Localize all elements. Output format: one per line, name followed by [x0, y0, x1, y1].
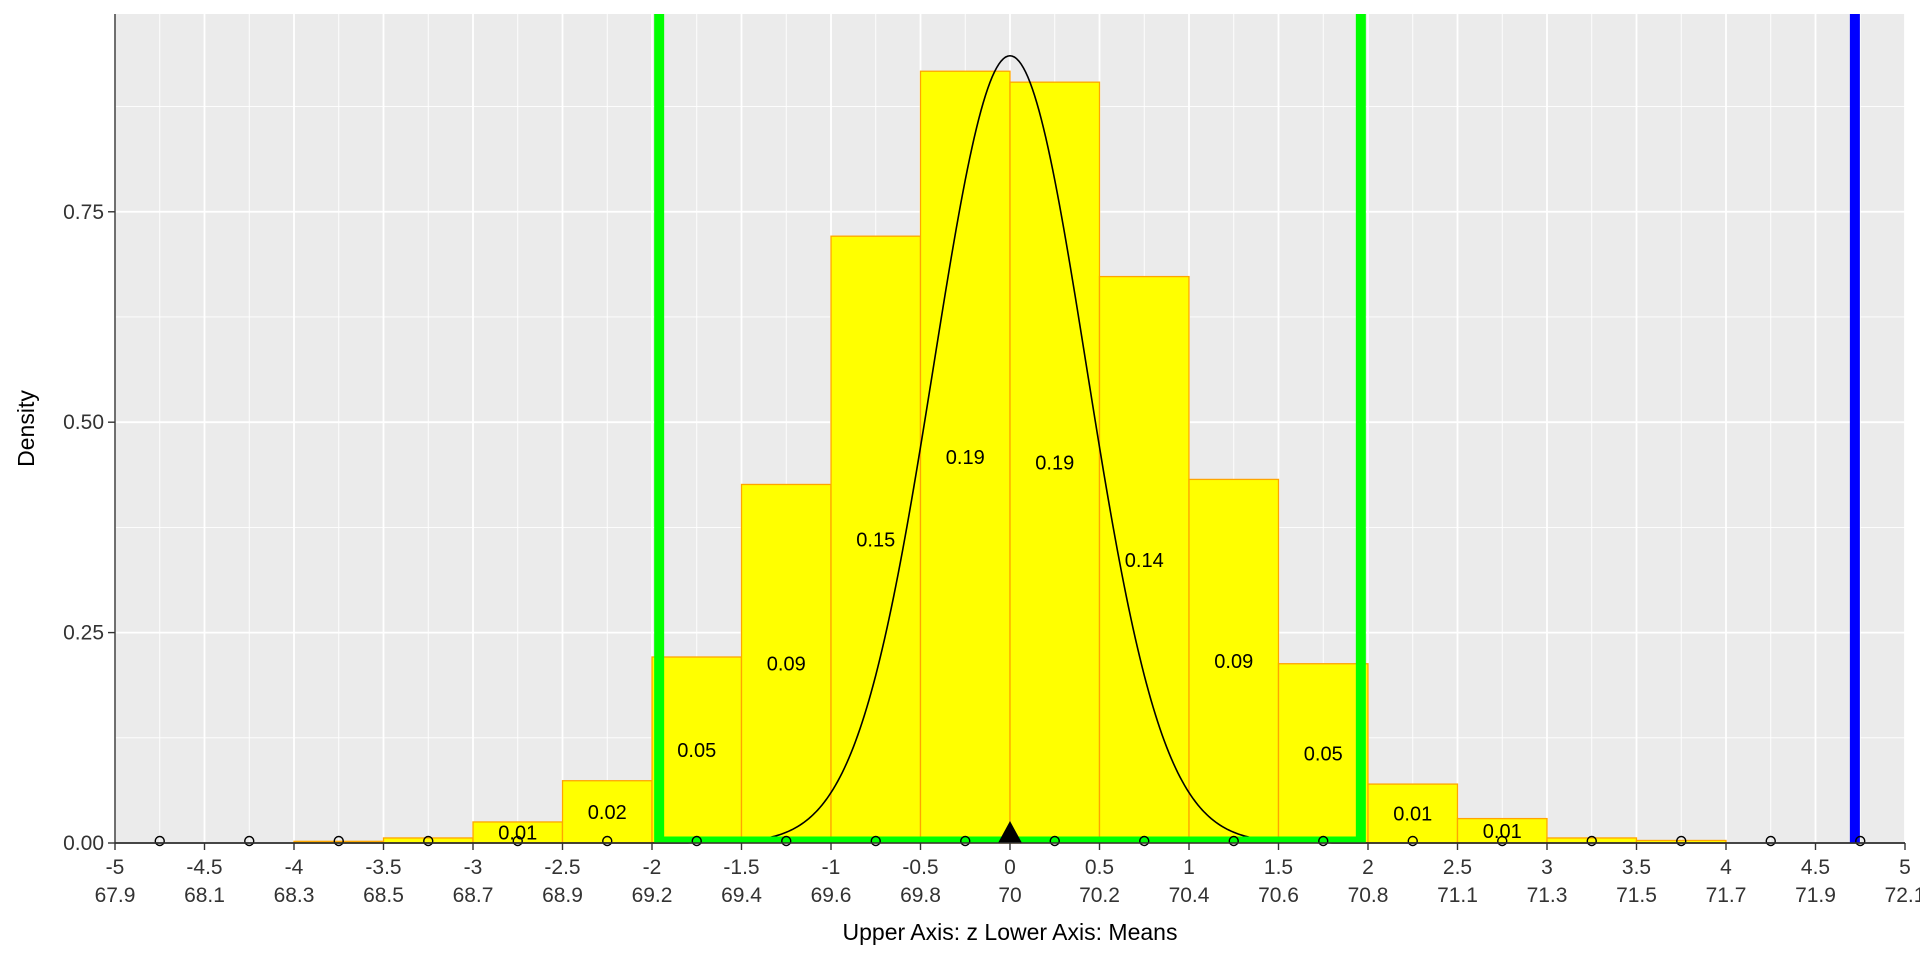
bar-label: 0.09 — [767, 654, 806, 676]
x-tick-label-mean: 68.3 — [274, 884, 315, 907]
histogram-bar — [1188, 478, 1280, 844]
point-marker — [1049, 835, 1060, 847]
point-markers — [154, 821, 1866, 847]
point-marker — [1586, 835, 1597, 847]
x-tick-label-mean: 71.9 — [1795, 884, 1836, 907]
bar-label: 0.01 — [1393, 804, 1432, 826]
point-marker — [1407, 835, 1418, 847]
histogram-bar — [919, 70, 1011, 844]
histogram-bar — [830, 235, 922, 844]
bar-labels: 0.01 0.02 0.05 0.09 0.15 0.19 0.19 0.14 0.09 0.05… — [498, 447, 1521, 844]
x-tick-label-mean: 70.4 — [1169, 884, 1210, 907]
x-tick-label-mean: 71.1 — [1437, 884, 1478, 907]
bar-label: 0.14 — [1125, 550, 1164, 572]
histogram-bar — [740, 483, 832, 844]
x-tick-label-z: -3 — [464, 856, 483, 879]
mean-triangle-marker — [998, 821, 1022, 843]
x-tick-label-z: -0.5 — [902, 856, 938, 879]
x-tick-label-mean: 69.2 — [632, 884, 673, 907]
x-tick-label-z: 4.5 — [1801, 856, 1830, 879]
x-tick-label-mean: 69.4 — [721, 884, 762, 907]
histogram-bar — [1277, 663, 1369, 844]
x-tick-label-mean: 68.1 — [184, 884, 225, 907]
x-tick-label-mean: 69.6 — [811, 884, 852, 907]
point-marker — [1497, 835, 1508, 847]
point-marker — [1139, 835, 1150, 847]
y-axis-title: Density — [13, 390, 39, 467]
point-marker — [154, 835, 165, 847]
x-tick-label-mean: 72.1 — [1885, 884, 1920, 907]
x-tick-label-z: 2.5 — [1443, 856, 1472, 879]
x-tick-label-z: 2 — [1362, 856, 1374, 879]
x-tick-label-z: 3.5 — [1622, 856, 1651, 879]
bar-label: 0.05 — [1304, 743, 1343, 765]
point-marker — [244, 835, 255, 847]
x-tick-label-z: 5 — [1899, 856, 1911, 879]
x-tick-label-mean: 71.3 — [1527, 884, 1568, 907]
point-marker — [1765, 835, 1776, 847]
bar-label: 0.09 — [1214, 651, 1253, 673]
x-tick-label-mean: 68.7 — [453, 884, 494, 907]
x-tick-label-mean: 68.5 — [363, 884, 404, 907]
bar-label: 0.01 — [498, 822, 537, 844]
point-marker — [870, 835, 881, 847]
x-tick-label-z: 0 — [1004, 856, 1016, 879]
x-axis-title: Upper Axis: z Lower Axis: Means — [843, 919, 1178, 945]
point-marker — [333, 835, 344, 847]
bar-label: 0.15 — [856, 530, 895, 552]
x-tick-label-mean: 70.6 — [1258, 884, 1299, 907]
point-marker — [512, 835, 523, 847]
y-tick-label: 0.75 — [63, 201, 104, 224]
x-tick-label-mean: 70.2 — [1079, 884, 1120, 907]
point-marker — [1855, 835, 1866, 847]
histogram-bars — [293, 70, 1727, 844]
point-marker — [602, 835, 613, 847]
x-tick-label-z: 1 — [1183, 856, 1195, 879]
y-tick-label: 0.00 — [63, 832, 104, 855]
x-tick-label-z: 4 — [1720, 856, 1732, 879]
x-tick-label-z: -1 — [822, 856, 841, 879]
point-marker — [423, 835, 434, 847]
x-tick-label-mean: 70.8 — [1348, 884, 1389, 907]
histogram-bar — [1456, 817, 1548, 844]
bar-label: 0.19 — [946, 447, 985, 469]
x-tick-label-mean: 70 — [998, 884, 1021, 907]
y-tick-label: 0.50 — [63, 411, 104, 434]
point-marker — [691, 835, 702, 847]
point-marker — [781, 835, 792, 847]
x-tick-label-z: -4.5 — [186, 856, 222, 879]
axes: -5 67.9 -4.5 68.1 -4 68.3 -3.5 68.5 -3 68.7 -2.5 68… — [63, 14, 1920, 907]
x-tick-label-mean: 67.9 — [95, 884, 136, 907]
x-tick-label-mean: 71.5 — [1616, 884, 1657, 907]
y-tick-label: 0.25 — [63, 622, 104, 645]
x-tick-label-z: -1.5 — [723, 856, 759, 879]
point-marker — [1228, 835, 1239, 847]
histogram-bar — [1098, 275, 1190, 844]
x-tick-label-z: -2 — [643, 856, 662, 879]
x-tick-label-z: -2.5 — [544, 856, 580, 879]
point-marker — [1318, 835, 1329, 847]
x-tick-label-z: 3 — [1541, 856, 1553, 879]
bar-label: 0.19 — [1035, 453, 1074, 475]
point-marker — [1676, 835, 1687, 847]
x-tick-label-z: 1.5 — [1264, 856, 1293, 879]
x-tick-label-mean: 71.7 — [1706, 884, 1747, 907]
histogram-bar — [561, 780, 653, 844]
x-tick-label-z: -4 — [285, 856, 304, 879]
histogram-bar — [1367, 783, 1459, 844]
x-tick-label-z: 0.5 — [1085, 856, 1114, 879]
bar-label: 0.05 — [677, 740, 716, 762]
x-tick-label-mean: 69.8 — [900, 884, 941, 907]
x-tick-label-z: -5 — [106, 856, 125, 879]
x-tick-label-z: -3.5 — [365, 856, 401, 879]
point-marker — [960, 835, 971, 847]
x-tick-label-mean: 68.9 — [542, 884, 583, 907]
histogram-bar — [651, 656, 743, 844]
bar-label: 0.02 — [588, 802, 627, 824]
bar-label: 0.01 — [1483, 821, 1522, 843]
